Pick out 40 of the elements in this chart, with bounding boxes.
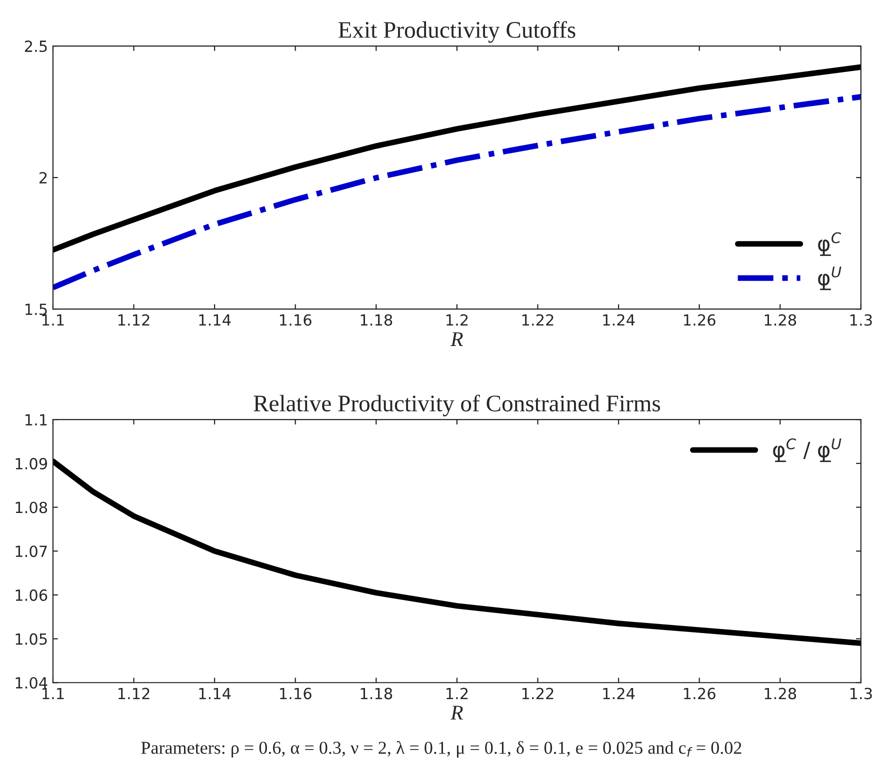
x-tick-label: 1.28	[764, 688, 796, 700]
x-tick-label: 1.26	[684, 688, 716, 700]
chart-title: Exit Productivity Cutoffs	[338, 21, 576, 43]
y-tick-label: 1.09	[16, 458, 48, 470]
x-tick-label: 1.18	[360, 688, 392, 700]
y-tick-label: 2	[40, 172, 47, 184]
x-tick-label: 1.24	[603, 688, 635, 700]
y-tick-label: 1.1	[26, 414, 47, 426]
legend-label: φ̲$^{C}$ / φ̲$^{U}$	[773, 438, 842, 462]
y-tick-label: 1.5	[26, 304, 47, 316]
x-tick-label: 1.16	[280, 688, 312, 700]
y-tick-label: 1.07	[16, 546, 47, 558]
x-axis-title: R	[450, 332, 463, 346]
x-tick-label: 1.22	[522, 314, 554, 326]
x-tick-label: 1.3	[850, 314, 872, 326]
y-tick-label: 1.05	[16, 633, 47, 645]
x-tick-label: 1.14	[199, 314, 231, 326]
x-axis-title: R	[450, 706, 463, 720]
chart-title: Relative Productivity of Constrained Firms	[254, 394, 660, 416]
y-tick-label: 1.06	[16, 589, 48, 601]
y-tick-label: 1.08	[16, 502, 48, 514]
x-tick-label: 1.16	[280, 314, 312, 326]
text: Parameters: ρ = 0.6, α = 0.3, ν = 2, λ = 0.1, μ = 0.1, δ = 0.1, e = 0.025 and c$_{f}$ = 0.02	[141, 741, 742, 758]
x-tick-label: 1.1	[42, 314, 64, 326]
x-tick-label: 1.12	[118, 688, 150, 700]
y-tick-label: 2.5	[24, 40, 47, 52]
x-tick-label: 1.2	[446, 314, 468, 326]
x-tick-label: 1.22	[522, 688, 554, 700]
x-tick-label: 1.26	[684, 314, 716, 326]
x-tick-label: 1.28	[764, 314, 796, 326]
y-tick-label: 1.04	[16, 677, 48, 689]
legend-label: φ̲$^{C}$	[818, 232, 842, 256]
x-tick-label: 1.18	[360, 314, 392, 326]
x-tick-label: 1.1	[42, 688, 64, 700]
x-tick-label: 1.3	[850, 688, 872, 700]
x-tick-label: 1.12	[118, 314, 150, 326]
legend-label: φ̲$^{U}$	[818, 266, 842, 290]
x-tick-label: 1.14	[199, 688, 231, 700]
x-tick-label: 1.24	[603, 314, 635, 326]
x-tick-label: 1.2	[446, 688, 468, 700]
